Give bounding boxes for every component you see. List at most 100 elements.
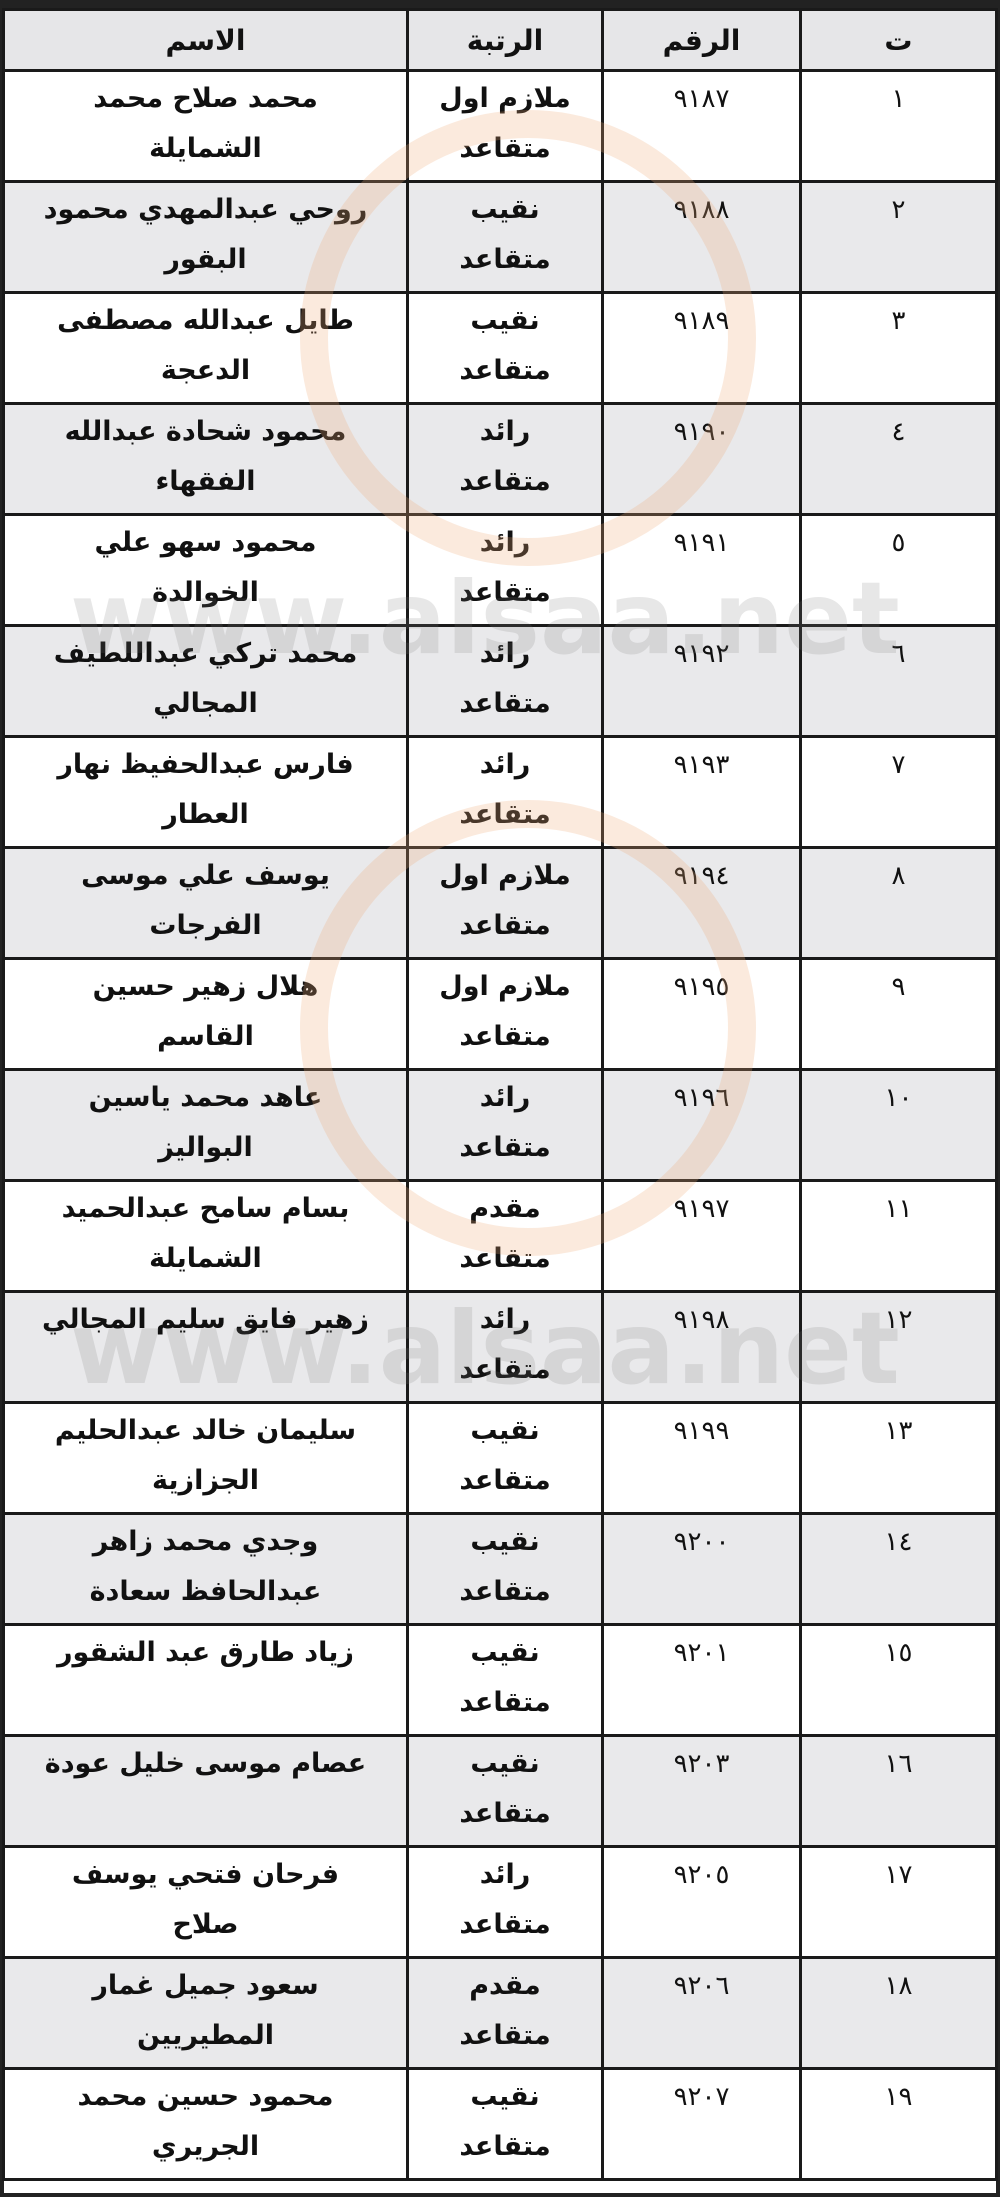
cell-index: ١٦ bbox=[799, 1734, 998, 1848]
cell-rank-line: نقيب bbox=[470, 1526, 540, 1557]
cell-rank: نقيب متقاعد bbox=[406, 180, 604, 294]
cell-rank-line: متقاعد bbox=[459, 1465, 551, 1496]
table-row: ٦ ٩١٩٢ رائد متقاعد محمد تركي عبداللطيف المجال… bbox=[2, 624, 998, 738]
cell-index-line: ١٤ bbox=[884, 1527, 913, 1557]
table-row: ١٥ ٩٢٠١ نقيب متقاعد زياد طارق عبد الشقور bbox=[2, 1623, 998, 1737]
cell-name-line: سعود جميل غمار bbox=[92, 1970, 319, 2001]
cell-rank-line: نقيب bbox=[470, 194, 540, 225]
cell-name: عاهد محمد ياسين البواليز bbox=[2, 1068, 409, 1182]
cell-number-line: ٩٢٠٦ bbox=[673, 1971, 730, 2001]
cell-name-line: زهير فايق سليم المجالي bbox=[42, 1304, 369, 1335]
cell-number: ٩١٩٤ bbox=[601, 846, 802, 960]
table-row: ١١ ٩١٩٧ مقدم متقاعد بسام سامح عبدالحميد الشما… bbox=[2, 1179, 998, 1293]
cell-index: ٨ bbox=[799, 846, 998, 960]
cell-rank-line: متقاعد bbox=[459, 1021, 551, 1052]
cell-index: ١٣ bbox=[799, 1401, 998, 1515]
cell-rank-line: متقاعد bbox=[459, 2020, 551, 2051]
cell-name: عصام موسى خليل عودة bbox=[2, 1734, 409, 1848]
cell-name-line: الفرجات bbox=[149, 910, 262, 941]
cell-index-line: ١٥ bbox=[884, 1638, 913, 1668]
cell-rank: نقيب متقاعد bbox=[406, 1623, 604, 1737]
header-index: ت bbox=[799, 8, 998, 72]
cell-index: ١١ bbox=[799, 1179, 998, 1293]
cell-name: محمود سهو علي الخوالدة bbox=[2, 513, 409, 627]
cell-index-line: ٣ bbox=[891, 306, 906, 336]
cell-number: ٩١٩١ bbox=[601, 513, 802, 627]
cell-number-line: ٩٢٠٣ bbox=[673, 1749, 730, 1779]
cell-number-line: ٩٢٠٧ bbox=[673, 2082, 730, 2112]
cell-rank-line: متقاعد bbox=[459, 910, 551, 941]
table-row: ١٠ ٩١٩٦ رائد متقاعد عاهد محمد ياسين البواليز bbox=[2, 1068, 998, 1182]
cell-index: ٦ bbox=[799, 624, 998, 738]
cell-name: محمد تركي عبداللطيف المجالي bbox=[2, 624, 409, 738]
cell-index: ١ bbox=[799, 69, 998, 183]
cell-number: ٩١٩٨ bbox=[601, 1290, 802, 1404]
cell-index-line: ١١ bbox=[884, 1194, 913, 1224]
cell-rank-line: رائد bbox=[479, 1082, 531, 1113]
cell-name: هلال زهير حسين القاسم bbox=[2, 957, 409, 1071]
cell-name-line: الشمايلة bbox=[149, 1243, 262, 1274]
cell-number: ٩٢٠١ bbox=[601, 1623, 802, 1737]
cell-rank: نقيب متقاعد bbox=[406, 1512, 604, 1626]
cell-index-line: ٢ bbox=[891, 195, 906, 225]
cell-name: فرحان فتحي يوسف صلاح bbox=[2, 1845, 409, 1959]
cell-index-line: ٥ bbox=[891, 528, 906, 558]
cell-number: ٩١٨٩ bbox=[601, 291, 802, 405]
cell-name-line: الدعجة bbox=[160, 355, 251, 386]
cell-rank-line: متقاعد bbox=[459, 466, 551, 497]
cell-name-line: هلال زهير حسين bbox=[92, 971, 319, 1002]
table-row: ١٧ ٩٢٠٥ رائد متقاعد فرحان فتحي يوسف صلاح bbox=[2, 1845, 998, 1959]
cell-number: ٩١٩٦ bbox=[601, 1068, 802, 1182]
table-row: ٧ ٩١٩٣ رائد متقاعد فارس عبدالحفيظ نهار العطار bbox=[2, 735, 998, 849]
cell-name-line: الجزازية bbox=[152, 1465, 259, 1496]
cell-number-line: ٩١٩٢ bbox=[673, 639, 730, 669]
cell-number: ٩١٩٩ bbox=[601, 1401, 802, 1515]
table-row: ٤ ٩١٩٠ رائد متقاعد محمود شحادة عبدالله الفقها… bbox=[2, 402, 998, 516]
table-row: ٢ ٩١٨٨ نقيب متقاعد روحي عبدالمهدي محمود البقو… bbox=[2, 180, 998, 294]
cell-number-line: ٩٢٠١ bbox=[673, 1638, 730, 1668]
cell-number-line: ٩١٨٧ bbox=[673, 84, 730, 114]
cell-rank-line: نقيب bbox=[470, 1637, 540, 1668]
cell-rank: ملازم اول متقاعد bbox=[406, 69, 604, 183]
cell-index: ٣ bbox=[799, 291, 998, 405]
cell-rank-line: رائد bbox=[479, 1304, 531, 1335]
cell-index-line: ١٦ bbox=[884, 1749, 913, 1779]
cell-name-line: عبدالحافظ سعادة bbox=[89, 1576, 322, 1607]
cell-number: ٩٢٠٣ bbox=[601, 1734, 802, 1848]
cell-name-line: محمود شحادة عبدالله bbox=[64, 416, 347, 447]
cell-rank-line: متقاعد bbox=[459, 1909, 551, 1940]
cell-rank: مقدم متقاعد bbox=[406, 1179, 604, 1293]
cell-number: ٩٢٠٥ bbox=[601, 1845, 802, 1959]
cell-number: ٩٢٠٠ bbox=[601, 1512, 802, 1626]
cell-rank-line: متقاعد bbox=[459, 1243, 551, 1274]
cell-name-line: بسام سامح عبدالحميد bbox=[61, 1193, 350, 1224]
cell-number-line: ٩٢٠٠ bbox=[673, 1527, 730, 1557]
cell-name-line: البقور bbox=[164, 244, 247, 275]
cell-name-line: محمد تركي عبداللطيف bbox=[53, 638, 358, 669]
cell-rank-line: متقاعد bbox=[459, 1687, 551, 1718]
table-row: ٩ ٩١٩٥ ملازم اول متقاعد هلال زهير حسين القاسم bbox=[2, 957, 998, 1071]
cell-rank: رائد متقاعد bbox=[406, 1068, 604, 1182]
cell-index-line: ٩ bbox=[891, 972, 906, 1002]
cell-name-line: يوسف علي موسى bbox=[81, 860, 330, 891]
cell-rank-line: متقاعد bbox=[459, 244, 551, 275]
cell-name: زياد طارق عبد الشقور bbox=[2, 1623, 409, 1737]
cell-name-line: الخوالدة bbox=[152, 577, 259, 608]
cell-name: سعود جميل غمار المطيريين bbox=[2, 1956, 409, 2070]
cell-index-line: ١٢ bbox=[884, 1305, 913, 1335]
cell-name-line: فرحان فتحي يوسف bbox=[71, 1859, 340, 1890]
cell-index: ٩ bbox=[799, 957, 998, 1071]
cell-rank-line: ملازم اول bbox=[439, 83, 571, 114]
cell-rank: مقدم متقاعد bbox=[406, 1956, 604, 2070]
cell-number-line: ٩١٩٨ bbox=[673, 1305, 730, 1335]
cell-rank-line: رائد bbox=[479, 1859, 531, 1890]
cell-rank-line: مقدم bbox=[469, 1970, 541, 2001]
cell-rank-line: ملازم اول bbox=[439, 860, 571, 891]
cell-rank: نقيب متقاعد bbox=[406, 1734, 604, 1848]
cell-rank-line: نقيب bbox=[470, 305, 540, 336]
cell-index: ١٥ bbox=[799, 1623, 998, 1737]
table-row: ١٦ ٩٢٠٣ نقيب متقاعد عصام موسى خليل عودة bbox=[2, 1734, 998, 1848]
cell-index-line: ١٨ bbox=[884, 1971, 913, 2001]
cell-number-line: ٩١٩١ bbox=[673, 528, 730, 558]
